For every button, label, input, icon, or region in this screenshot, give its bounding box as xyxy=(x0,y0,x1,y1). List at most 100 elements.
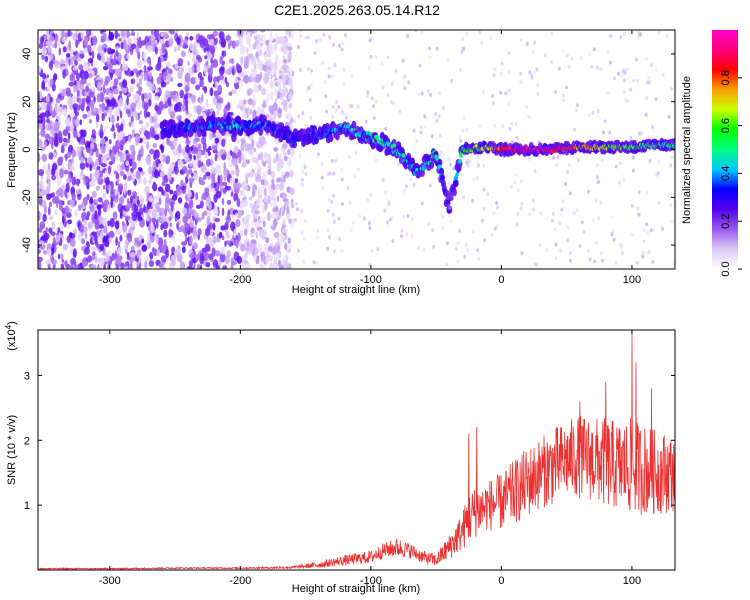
snr-y-axis: 1 2 3 xyxy=(24,370,675,512)
heatmap-noise-cell xyxy=(150,223,155,234)
heatmap-noise-cell xyxy=(110,197,113,208)
heatmap-noise-cell xyxy=(107,184,112,192)
heatmap-noise-cell xyxy=(155,63,161,72)
heatmap-noise-cell xyxy=(303,162,307,167)
heatmap-noise-cell xyxy=(154,104,160,112)
heatmap-signal-cell xyxy=(448,205,452,210)
heatmap-noise-cell xyxy=(125,42,129,51)
heatmap-noise-cell xyxy=(151,208,157,219)
heatmap-noise-cell xyxy=(92,35,98,46)
heatmap-noise-cell xyxy=(536,92,540,97)
heatmap-noise-cell xyxy=(281,43,284,48)
heatmap-noise-cell xyxy=(554,90,558,94)
heatmap-noise-cell xyxy=(110,127,115,132)
heatmap-noise-cell xyxy=(115,228,122,235)
heatmap-noise-cell xyxy=(645,190,649,195)
heatmap-noise-cell xyxy=(533,40,537,45)
heatmap-noise-cell xyxy=(551,218,554,223)
heatmap-noise-cell xyxy=(320,175,324,180)
snr-panel: -300 -200 -100 0 100 1 2 3 Height of straight … xyxy=(4,321,676,595)
heatmap-noise-cell xyxy=(334,158,338,163)
heatmap-noise-cell xyxy=(61,88,67,97)
heatmap-noise-cell xyxy=(532,70,536,75)
heatmap-noise-cell xyxy=(195,54,201,61)
heatmap-noise-cell xyxy=(115,263,119,269)
heatmap-noise-cell xyxy=(157,77,162,85)
heatmap-noise-cell xyxy=(158,101,164,110)
heatmap-noise-cell xyxy=(235,167,240,177)
heatmap-noise-cell xyxy=(428,183,432,188)
heatmap-noise-cell xyxy=(476,248,480,253)
heatmap-noise-cell xyxy=(144,255,151,262)
heatmap-noise-cell xyxy=(222,187,227,194)
heatmap-noise-cell xyxy=(252,109,257,117)
heatmap-noise-cell xyxy=(499,90,503,95)
heatmap-noise-cell xyxy=(93,233,96,242)
heatmap-noise-cell xyxy=(159,207,166,216)
heatmap-noise-cell xyxy=(644,56,648,61)
heatmap-noise-cell xyxy=(284,234,288,241)
heatmap-noise-cell xyxy=(247,143,254,151)
heatmap-noise-cell xyxy=(281,90,286,98)
heatmap-signal-cell xyxy=(455,172,459,177)
heatmap-noise-cell xyxy=(117,183,124,193)
heatmap-noise-cell xyxy=(240,261,246,269)
heatmap-noise-cell xyxy=(387,200,391,205)
heatmap-noise-cell xyxy=(564,182,568,186)
heatmap-noise-cell xyxy=(282,59,288,64)
heatmap-noise-cell xyxy=(46,74,49,79)
heatmap-noise-cell xyxy=(304,171,308,176)
heatmap-noise-cell xyxy=(193,146,199,155)
heatmap-noise-cell xyxy=(289,187,295,196)
heatmap-noise-cell xyxy=(67,30,71,37)
heatmap-noise-cell xyxy=(60,253,64,260)
heatmap-signal-cell xyxy=(438,164,442,169)
heatmap-noise-cell xyxy=(112,211,118,220)
heatmap-noise-cell xyxy=(138,234,144,240)
heatmap-noise-cell xyxy=(132,193,136,200)
heatmap-noise-cell xyxy=(606,50,610,55)
heatmap-noise-cell xyxy=(241,111,247,119)
heatmap-noise-cell xyxy=(214,137,220,144)
heatmap-noise-cell xyxy=(391,239,395,243)
heatmap-noise-cell xyxy=(272,211,276,218)
heatmap-noise-cell xyxy=(120,30,125,37)
heatmap-noise-cell xyxy=(449,219,453,223)
heatmap-noise-cell xyxy=(247,31,251,37)
heatmap-noise-cell xyxy=(215,95,221,100)
heatmap-noise-cell xyxy=(184,212,191,218)
heatmap-noise-cell xyxy=(328,235,331,240)
heatmap-noise-cell xyxy=(267,52,271,58)
heatmap-noise-cell xyxy=(232,67,235,76)
heatmap-noise-cell xyxy=(520,251,524,256)
heatmap-noise-cell xyxy=(64,116,71,127)
heatmap-noise-cell xyxy=(230,221,236,232)
heatmap-noise-cell xyxy=(197,143,202,152)
heatmap-noise-cell xyxy=(559,248,563,253)
heatmap-noise-cell xyxy=(220,246,226,255)
heatmap-noise-cell xyxy=(287,52,292,60)
heatmap-noise-cell xyxy=(295,201,298,206)
heatmap-noise-cell xyxy=(528,156,532,161)
heatmap-noise-cell xyxy=(315,261,319,266)
heatmap-noise-cell xyxy=(137,153,142,162)
heatmap-noise-cell xyxy=(306,67,310,71)
heatmap-noise-cell xyxy=(210,166,216,176)
heatmap-noise-cell xyxy=(667,114,671,119)
heatmap-noise-cell xyxy=(146,213,151,222)
heatmap-noise-cell xyxy=(218,231,223,239)
heatmap-noise-cell xyxy=(80,169,84,177)
heatmap-noise-cell xyxy=(649,228,653,233)
colorbar: 0.0 0.2 0.4 0.6 0.8 Normalized spectral ampl… xyxy=(681,30,742,277)
heatmap-noise-cell xyxy=(370,96,374,101)
heatmap-noise-cell xyxy=(629,87,633,92)
heatmap-noise-cell xyxy=(196,66,201,72)
heatmap-noise-cell xyxy=(635,57,639,62)
heatmap-noise-cell xyxy=(418,63,422,68)
heatmap-noise-cell xyxy=(259,152,264,161)
heatmap-noise-cell xyxy=(406,214,410,218)
heatmap-noise-cell xyxy=(637,212,641,217)
heatmap-noise-cell xyxy=(282,174,286,184)
heatmap-noise-cell xyxy=(153,134,160,140)
heatmap-noise-cell xyxy=(48,35,55,43)
